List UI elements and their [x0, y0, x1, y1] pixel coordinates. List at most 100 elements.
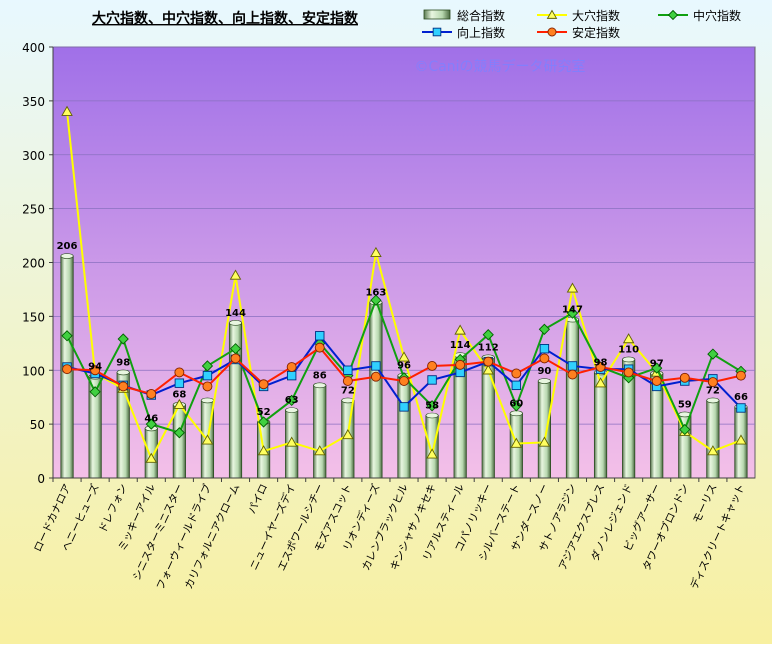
bar-cap — [706, 397, 720, 404]
data-point — [371, 361, 381, 371]
bar-cap — [622, 356, 636, 363]
data-point — [426, 400, 438, 412]
data-point — [510, 437, 523, 448]
legend-label: 大穴指数 — [572, 8, 620, 23]
legend-marker — [667, 9, 679, 21]
bar-value-label: 98 — [594, 357, 608, 368]
data-point — [285, 436, 298, 447]
bar — [706, 400, 720, 479]
bar-cap — [116, 369, 130, 376]
bar-value-label: 94 — [88, 362, 102, 373]
data-point — [315, 331, 325, 341]
bar-value-label: 68 — [172, 390, 186, 401]
bar-value-label: 60 — [509, 398, 523, 409]
data-point — [174, 367, 185, 378]
bar-value-label: 86 — [313, 370, 327, 381]
bar — [565, 319, 580, 479]
data-point — [679, 423, 691, 436]
bar — [593, 372, 608, 479]
bar-value-label: 163 — [365, 287, 386, 298]
y-tick-label: 0 — [37, 472, 45, 486]
legend-entry: 安定指数 — [537, 25, 620, 40]
bar-value-label: 52 — [257, 407, 271, 418]
bar-cap — [229, 320, 242, 326]
data-point — [679, 372, 690, 383]
bar-value-label: 110 — [618, 344, 639, 355]
data-point — [173, 427, 185, 439]
data-point — [538, 436, 551, 447]
bar-cap — [313, 382, 327, 389]
data-point — [398, 351, 410, 362]
grid-layer — [53, 46, 755, 425]
data-point — [482, 329, 494, 341]
bar-cap — [425, 412, 439, 419]
data-point — [62, 364, 72, 375]
y-tick-label: 200 — [22, 257, 45, 271]
data-point — [736, 370, 746, 381]
data-point — [483, 356, 494, 367]
data-point — [399, 376, 409, 386]
data-point — [594, 377, 607, 388]
bar — [537, 380, 551, 479]
data-point — [286, 370, 297, 381]
y-axis: 0 50 100 150 200 250 300 350 400 — [22, 41, 54, 486]
data-point — [707, 445, 719, 456]
data-point — [118, 381, 129, 392]
data-point — [707, 348, 719, 360]
data-point — [707, 377, 718, 388]
y-tick-label: 250 — [22, 203, 45, 217]
data-point — [90, 365, 101, 376]
legend-marker — [547, 27, 557, 37]
data-point — [622, 333, 635, 344]
bar-value-label: 59 — [678, 399, 692, 410]
bar-value-label: 63 — [285, 395, 299, 406]
y-tick-label: 50 — [30, 418, 45, 432]
bar-value-label: 114 — [450, 340, 471, 351]
lines-layer — [61, 105, 747, 463]
bar-value-label: 58 — [425, 401, 439, 412]
data-point — [343, 365, 353, 375]
data-point — [146, 389, 157, 399]
data-point — [145, 418, 157, 430]
series-安定指数 — [62, 342, 746, 399]
data-point — [257, 445, 270, 456]
y-tick-label: 150 — [22, 310, 45, 324]
data-point — [313, 445, 326, 456]
data-point — [427, 360, 438, 371]
data-point — [427, 375, 437, 385]
data-point — [399, 402, 409, 412]
legend-label: 向上指数 — [457, 25, 505, 40]
data-point — [426, 448, 438, 459]
data-point — [511, 380, 522, 391]
data-point — [651, 376, 662, 386]
data-point — [595, 362, 606, 372]
y-tick-label: 300 — [22, 149, 45, 163]
bar-labels-layer: 206 94 98 46 68 144 52 63 86 72 163 96 58 114 112 60 90 1… — [57, 241, 748, 424]
data-point — [567, 361, 578, 371]
data-point — [538, 323, 551, 335]
data-point — [539, 353, 550, 364]
bar — [481, 356, 495, 479]
data-point — [89, 386, 101, 398]
data-point — [455, 359, 466, 370]
bar-cap — [285, 407, 299, 413]
data-point — [342, 428, 354, 440]
data-point — [370, 246, 382, 258]
legend-swatch-bar — [423, 9, 451, 20]
data-point — [201, 434, 214, 445]
data-point — [510, 400, 522, 412]
data-point — [370, 371, 381, 382]
data-point — [202, 370, 213, 381]
bar-value-label: 112 — [478, 342, 499, 353]
watermark: ©Caniの競馬データ研究室 — [414, 58, 585, 75]
bar-value-label: 46 — [144, 413, 158, 424]
data-point — [735, 434, 747, 445]
data-point — [567, 369, 578, 380]
data-point — [61, 105, 73, 116]
bar-value-label: 147 — [562, 305, 583, 316]
y-tick-label: 350 — [22, 95, 45, 109]
legend-entry: 総合指数 — [423, 8, 505, 23]
